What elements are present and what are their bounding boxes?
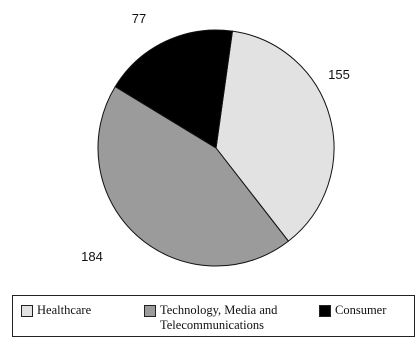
- legend-label-healthcare: Healthcare: [37, 303, 92, 317]
- pie-slices: [97, 29, 335, 267]
- pie-slice-healthcare: [215, 30, 335, 242]
- legend-label-tmt: Technology, Media and Telecommunications: [160, 303, 278, 332]
- pie-chart: 77 155 184: [81, 11, 350, 267]
- chart-legend: Healthcare Technology, Media and Telecom…: [12, 295, 415, 337]
- data-label-consumer: 77: [132, 11, 146, 26]
- pie-slice-tmt: [97, 85, 290, 267]
- legend-swatch-consumer: [319, 305, 331, 317]
- legend-label-consumer: Consumer: [335, 303, 387, 317]
- legend-item-consumer: Consumer: [319, 303, 386, 318]
- pie-slice-consumer: [114, 29, 233, 149]
- data-label-tmt: 184: [81, 249, 103, 264]
- legend-item-healthcare: Healthcare: [21, 303, 91, 318]
- data-label-healthcare: 155: [328, 67, 350, 82]
- legend-item-tmt: Technology, Media and Telecommunications: [144, 303, 310, 333]
- legend-swatch-healthcare: [21, 305, 33, 317]
- legend-swatch-tmt: [144, 305, 156, 317]
